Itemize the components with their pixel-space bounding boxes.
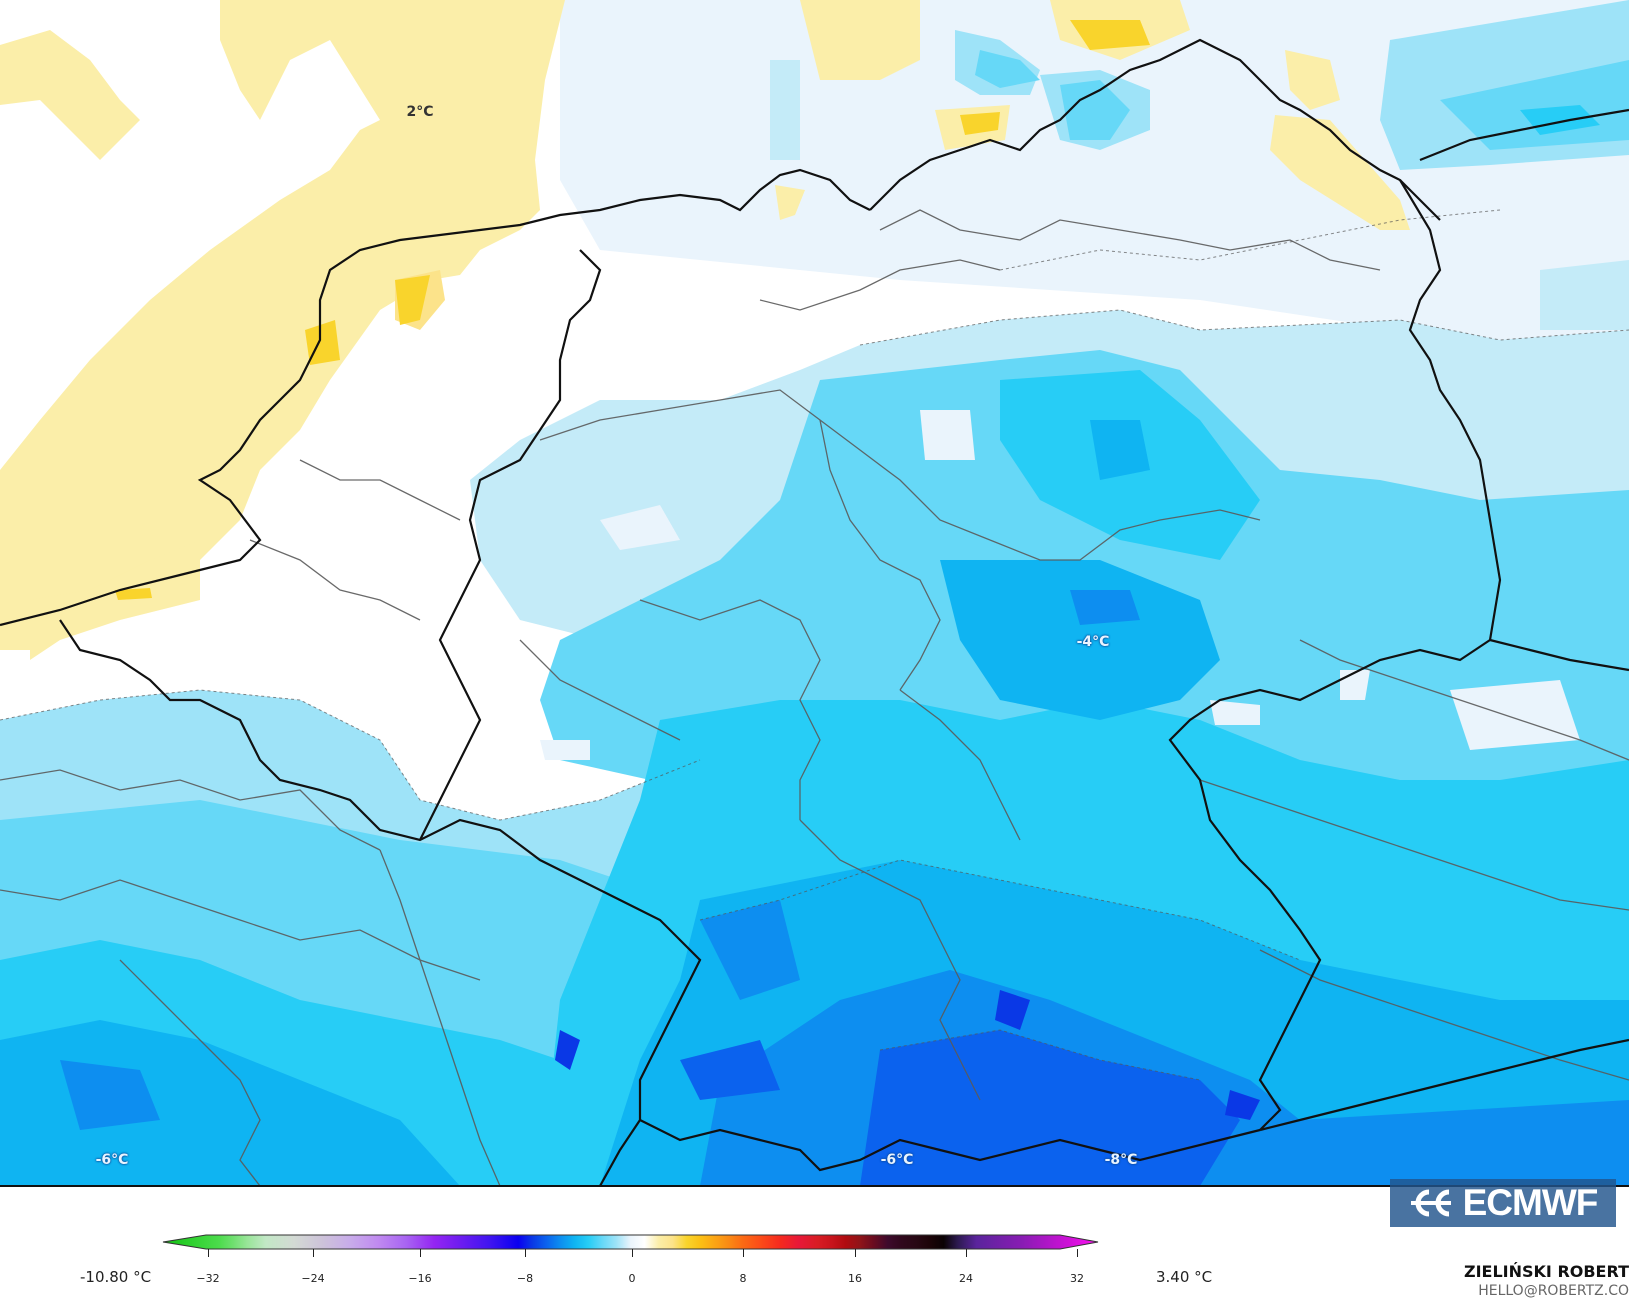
colorbar-tick — [313, 1249, 314, 1257]
colorbar-tick — [855, 1249, 856, 1257]
map-label-minus4c: -4°C — [1076, 634, 1110, 650]
ecmwf-logo-icon — [1410, 1189, 1451, 1217]
author-credit: ZIELIŃSKI ROBERT — [1463, 1262, 1629, 1281]
colorbar-tick-label: −24 — [301, 1272, 325, 1285]
colorbar-tick — [1077, 1249, 1078, 1257]
colorbar-tick — [743, 1249, 744, 1257]
ecmwf-logo-text: ECMWF — [1462, 1182, 1599, 1223]
colorbar-tick-label: 24 — [959, 1272, 973, 1285]
colorbar-min-label: -10.80 °C — [80, 1268, 152, 1286]
colorbar-tick-label: 0 — [628, 1272, 636, 1285]
author-email: HELLO@ROBERTZ.CO — [1478, 1283, 1629, 1299]
map-label-minus8c: -8°C — [1104, 1152, 1138, 1168]
colorbar-tick — [966, 1249, 967, 1257]
ecmwf-logo: ECMWF — [1390, 1179, 1616, 1227]
colorbar-gradient — [162, 1234, 1099, 1250]
colorbar-tick-label: −16 — [408, 1272, 432, 1285]
colorbar-tick-label: −32 — [196, 1272, 220, 1285]
map-label-minus6c-west: -6°C — [95, 1152, 129, 1168]
colorbar-tick-label: −8 — [516, 1272, 534, 1285]
colorbar-tick-label: 16 — [848, 1272, 862, 1285]
colorbar-tick — [208, 1249, 209, 1257]
map-label-minus6c-south: -6°C — [880, 1152, 914, 1168]
colorbar-tick — [420, 1249, 421, 1257]
map-label-2c: 2°C — [406, 104, 434, 120]
colorbar — [0, 1190, 1629, 1287]
temperature-map: 2°C -4°C -6°C -6°C -8°C — [0, 0, 1629, 1186]
colorbar-tick-label: 32 — [1070, 1272, 1084, 1285]
map-border — [0, 1185, 1629, 1187]
colorbar-tick — [525, 1249, 526, 1257]
colorbar-max-label: 3.40 °C — [1156, 1268, 1213, 1286]
map-fill-layer — [0, 0, 1629, 1186]
colorbar-tick-label: 8 — [739, 1272, 747, 1285]
colorbar-tick — [632, 1249, 633, 1257]
